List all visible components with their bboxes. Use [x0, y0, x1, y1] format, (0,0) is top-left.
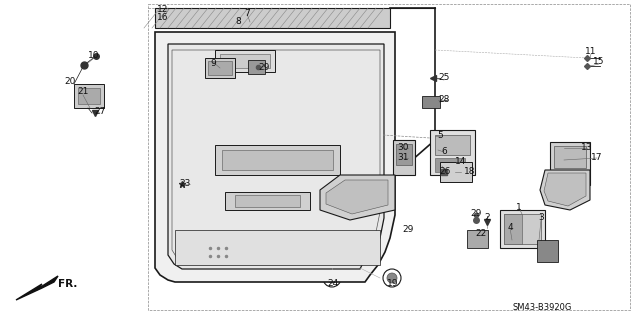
Text: FR.: FR. [58, 279, 77, 289]
Text: 12: 12 [157, 4, 169, 13]
Text: 10: 10 [88, 50, 100, 60]
Polygon shape [215, 145, 340, 175]
Polygon shape [422, 96, 440, 108]
Polygon shape [208, 61, 232, 75]
Polygon shape [467, 230, 488, 248]
Text: 9: 9 [210, 60, 216, 69]
Text: 2: 2 [484, 213, 490, 222]
Polygon shape [78, 88, 100, 104]
Polygon shape [504, 214, 541, 244]
Polygon shape [396, 144, 412, 165]
Text: 19: 19 [387, 279, 399, 288]
Circle shape [327, 273, 337, 283]
Text: 17: 17 [591, 153, 603, 162]
Text: 5: 5 [437, 131, 443, 140]
Text: 14: 14 [455, 158, 467, 167]
Text: 28: 28 [438, 95, 450, 105]
Polygon shape [225, 192, 310, 210]
Polygon shape [320, 175, 395, 220]
Polygon shape [554, 146, 586, 168]
Polygon shape [435, 135, 470, 155]
Text: 21: 21 [77, 87, 89, 97]
Text: 29: 29 [470, 210, 482, 219]
Text: 27: 27 [94, 108, 106, 116]
Text: 8: 8 [235, 18, 241, 26]
Text: 25: 25 [438, 73, 450, 83]
Polygon shape [168, 44, 384, 269]
Text: 1: 1 [516, 204, 522, 212]
Text: 15: 15 [593, 57, 605, 66]
Polygon shape [504, 214, 522, 244]
Text: 3: 3 [538, 213, 544, 222]
Text: 7: 7 [244, 10, 250, 19]
Text: 16: 16 [157, 13, 169, 23]
Polygon shape [500, 210, 545, 248]
Polygon shape [435, 158, 465, 172]
Text: 31: 31 [397, 153, 409, 162]
Text: 20: 20 [64, 78, 76, 86]
Polygon shape [550, 142, 590, 185]
Polygon shape [220, 54, 270, 68]
Text: 11: 11 [585, 48, 596, 56]
Polygon shape [74, 84, 104, 108]
Text: 13: 13 [581, 144, 593, 152]
Polygon shape [430, 130, 475, 175]
Polygon shape [16, 276, 58, 300]
Text: 4: 4 [507, 224, 513, 233]
Polygon shape [440, 162, 472, 182]
Text: SM43-B3920G: SM43-B3920G [512, 303, 572, 313]
Polygon shape [540, 170, 590, 210]
Polygon shape [235, 195, 300, 207]
Polygon shape [155, 32, 395, 282]
Text: 29: 29 [259, 63, 269, 72]
Polygon shape [393, 140, 415, 175]
Text: 22: 22 [476, 229, 486, 239]
Polygon shape [537, 240, 558, 262]
Polygon shape [222, 150, 333, 170]
Text: 24: 24 [328, 279, 339, 288]
Circle shape [387, 273, 397, 283]
Text: 23: 23 [179, 180, 191, 189]
Polygon shape [205, 58, 235, 78]
Polygon shape [175, 230, 380, 265]
Text: 6: 6 [441, 147, 447, 157]
Text: 18: 18 [464, 167, 476, 176]
Polygon shape [248, 60, 265, 74]
Text: 29: 29 [403, 226, 413, 234]
Text: 26: 26 [439, 167, 451, 176]
Polygon shape [215, 50, 275, 72]
Polygon shape [544, 173, 586, 206]
Polygon shape [155, 8, 390, 28]
Text: 30: 30 [397, 144, 409, 152]
Polygon shape [326, 180, 388, 214]
